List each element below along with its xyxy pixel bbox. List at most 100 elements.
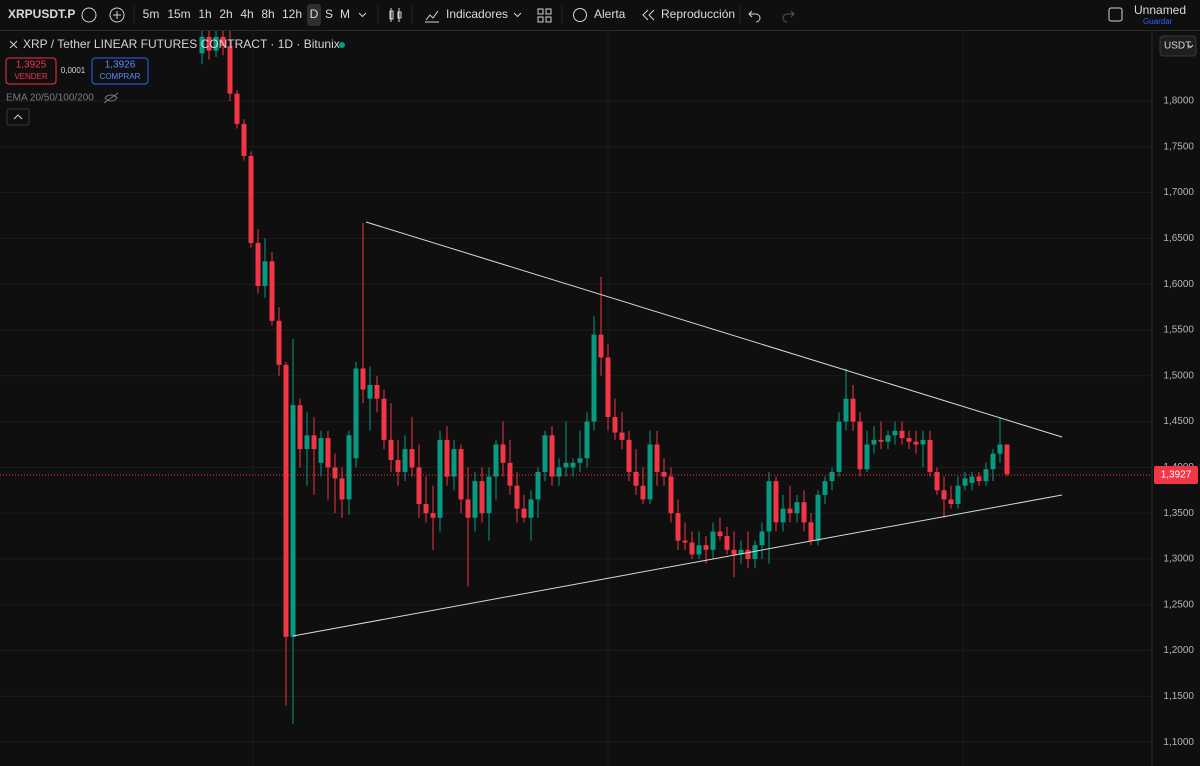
candle-body	[605, 357, 611, 418]
candle-body	[535, 471, 541, 500]
candle-body	[941, 490, 947, 500]
interval-button[interactable]: 8h	[261, 7, 274, 21]
candle-body	[913, 441, 919, 445]
candle-body	[367, 384, 373, 399]
candle-body	[976, 476, 982, 482]
candle-body	[745, 549, 751, 559]
alert-icon[interactable]	[573, 8, 587, 22]
indicators-chevron[interactable]	[513, 12, 522, 18]
candle-body	[577, 458, 583, 463]
candle-body	[990, 453, 996, 470]
candle-body	[416, 467, 422, 505]
symbol-icon[interactable]	[81, 7, 97, 23]
interval-button[interactable]: M	[340, 7, 350, 21]
interval-button[interactable]: 5m	[143, 7, 160, 21]
candle-body	[234, 93, 240, 124]
candle-body	[871, 439, 877, 445]
candle-body	[969, 476, 975, 483]
interval-button[interactable]: 15m	[167, 7, 190, 21]
interval-button[interactable]: 12h	[282, 7, 302, 21]
candle-body	[696, 545, 702, 555]
save-button[interactable]: Guardar	[1143, 17, 1173, 26]
templates-button[interactable]	[537, 8, 552, 23]
interval-button[interactable]: D	[310, 7, 319, 21]
y-tick-label: 1,8000	[1163, 96, 1194, 107]
price-scale[interactable]	[1152, 30, 1200, 766]
candle-body	[437, 439, 443, 518]
candle-body	[542, 435, 548, 472]
candle-body	[836, 421, 842, 472]
candle-body	[864, 444, 870, 470]
candle-body	[458, 449, 464, 500]
interval-button[interactable]: 2h	[219, 7, 232, 21]
interval-button[interactable]: 1h	[198, 7, 211, 21]
candle-body	[528, 499, 534, 518]
layout-checkbox[interactable]	[1108, 7, 1123, 22]
indicators-button[interactable]: Indicadores	[446, 7, 508, 21]
candle-body	[507, 462, 513, 486]
candle-body	[717, 531, 723, 537]
redo-button[interactable]	[782, 10, 795, 23]
symbol[interactable]: XRPUSDT.P	[8, 7, 75, 21]
candle-body	[654, 444, 660, 472]
candle-body	[556, 467, 562, 477]
market-status	[339, 42, 345, 48]
interval-button[interactable]: 4h	[240, 7, 253, 21]
toolbar	[0, 0, 1200, 30]
interval-button[interactable]: S	[325, 7, 333, 21]
candle-body	[773, 481, 779, 523]
trend-line-upper[interactable]	[365, 221, 1063, 438]
candle-body	[388, 439, 394, 461]
candle-body	[829, 471, 835, 482]
indicators-icon[interactable]	[425, 10, 439, 23]
candle-body	[808, 522, 814, 541]
buy-button[interactable]	[91, 57, 149, 85]
candle-body	[843, 398, 849, 422]
y-tick-label: 1,1500	[1163, 691, 1194, 702]
interval-chevron[interactable]	[358, 12, 367, 18]
candle-body	[395, 460, 401, 472]
candle-body	[500, 444, 506, 463]
replay-button[interactable]: Reproducción	[661, 7, 735, 21]
undo-button[interactable]	[748, 10, 761, 23]
candle-body	[612, 417, 618, 433]
indicator-hidden-icon[interactable]	[103, 92, 119, 104]
alert-button[interactable]: Alerta	[594, 7, 626, 21]
close-symbol[interactable]	[9, 40, 18, 49]
currency-button[interactable]	[1159, 35, 1197, 57]
candle-body	[199, 36, 205, 54]
y-tick-label: 1,3000	[1163, 554, 1194, 565]
candle-body	[815, 494, 821, 541]
candle-body	[479, 481, 485, 514]
candle-body	[304, 435, 310, 450]
candle-body	[584, 421, 590, 459]
candle-body	[801, 502, 807, 523]
candle-body	[227, 46, 233, 94]
candle-body	[521, 508, 527, 518]
y-tick-label: 1,7500	[1163, 141, 1194, 152]
y-tick-label: 1,6500	[1163, 233, 1194, 244]
layout-name[interactable]: Unnamed	[1134, 3, 1186, 17]
chart-type-button[interactable]	[389, 8, 402, 22]
sell-button[interactable]	[5, 57, 57, 85]
replay-icon[interactable]	[642, 9, 655, 21]
candle-body	[591, 334, 597, 422]
collapse-icon	[13, 114, 23, 120]
candle-body	[997, 444, 1003, 454]
compare-plus	[113, 11, 121, 19]
candle-body	[752, 545, 758, 559]
y-tick-label: 1,5500	[1163, 325, 1194, 336]
compare-button[interactable]	[109, 7, 125, 23]
candle-body	[983, 469, 989, 482]
candle-body	[962, 478, 968, 486]
interval-active-bg	[307, 4, 321, 26]
collapse-legend[interactable]	[6, 108, 30, 126]
candle-body	[374, 384, 380, 399]
candle-body	[255, 242, 261, 287]
y-tick-label: 1,3500	[1163, 508, 1194, 519]
indicator-legend[interactable]: EMA 20/50/100/200	[6, 93, 94, 104]
trend-line-lower[interactable]	[292, 494, 1063, 637]
y-tick-label: 1,4500	[1163, 416, 1194, 427]
candle-body	[703, 545, 709, 550]
